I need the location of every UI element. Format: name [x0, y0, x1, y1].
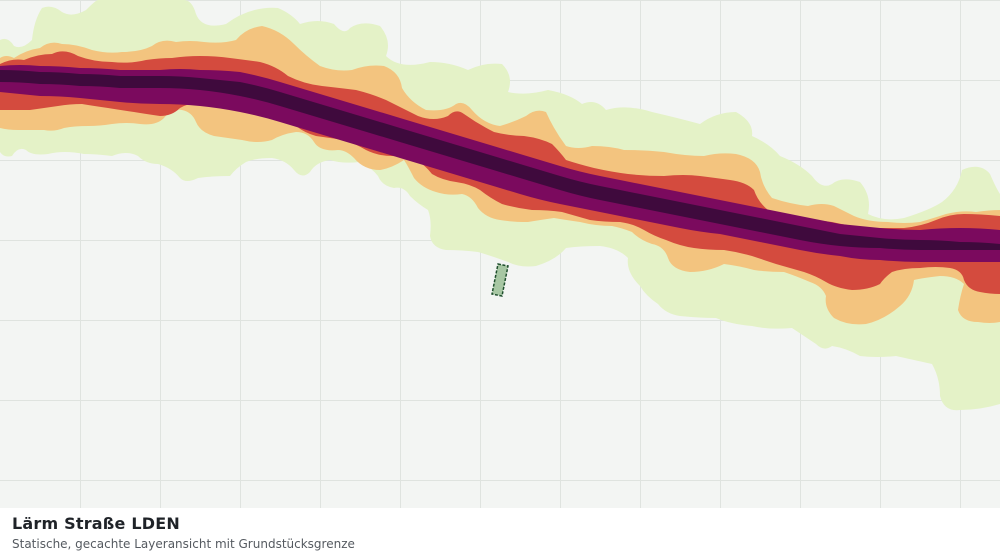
map-viewport[interactable]	[0, 0, 1000, 508]
map-caption: Lärm Straße LDEN Statische, gecachte Lay…	[0, 508, 1000, 560]
layer-subtitle: Statische, gecachte Layeransicht mit Gru…	[12, 537, 355, 551]
noise-map	[0, 0, 1000, 508]
noise-band-darkest	[0, 70, 1000, 250]
layer-title: Lärm Straße LDEN	[12, 514, 180, 533]
parcel-boundary[interactable]	[491, 263, 509, 297]
